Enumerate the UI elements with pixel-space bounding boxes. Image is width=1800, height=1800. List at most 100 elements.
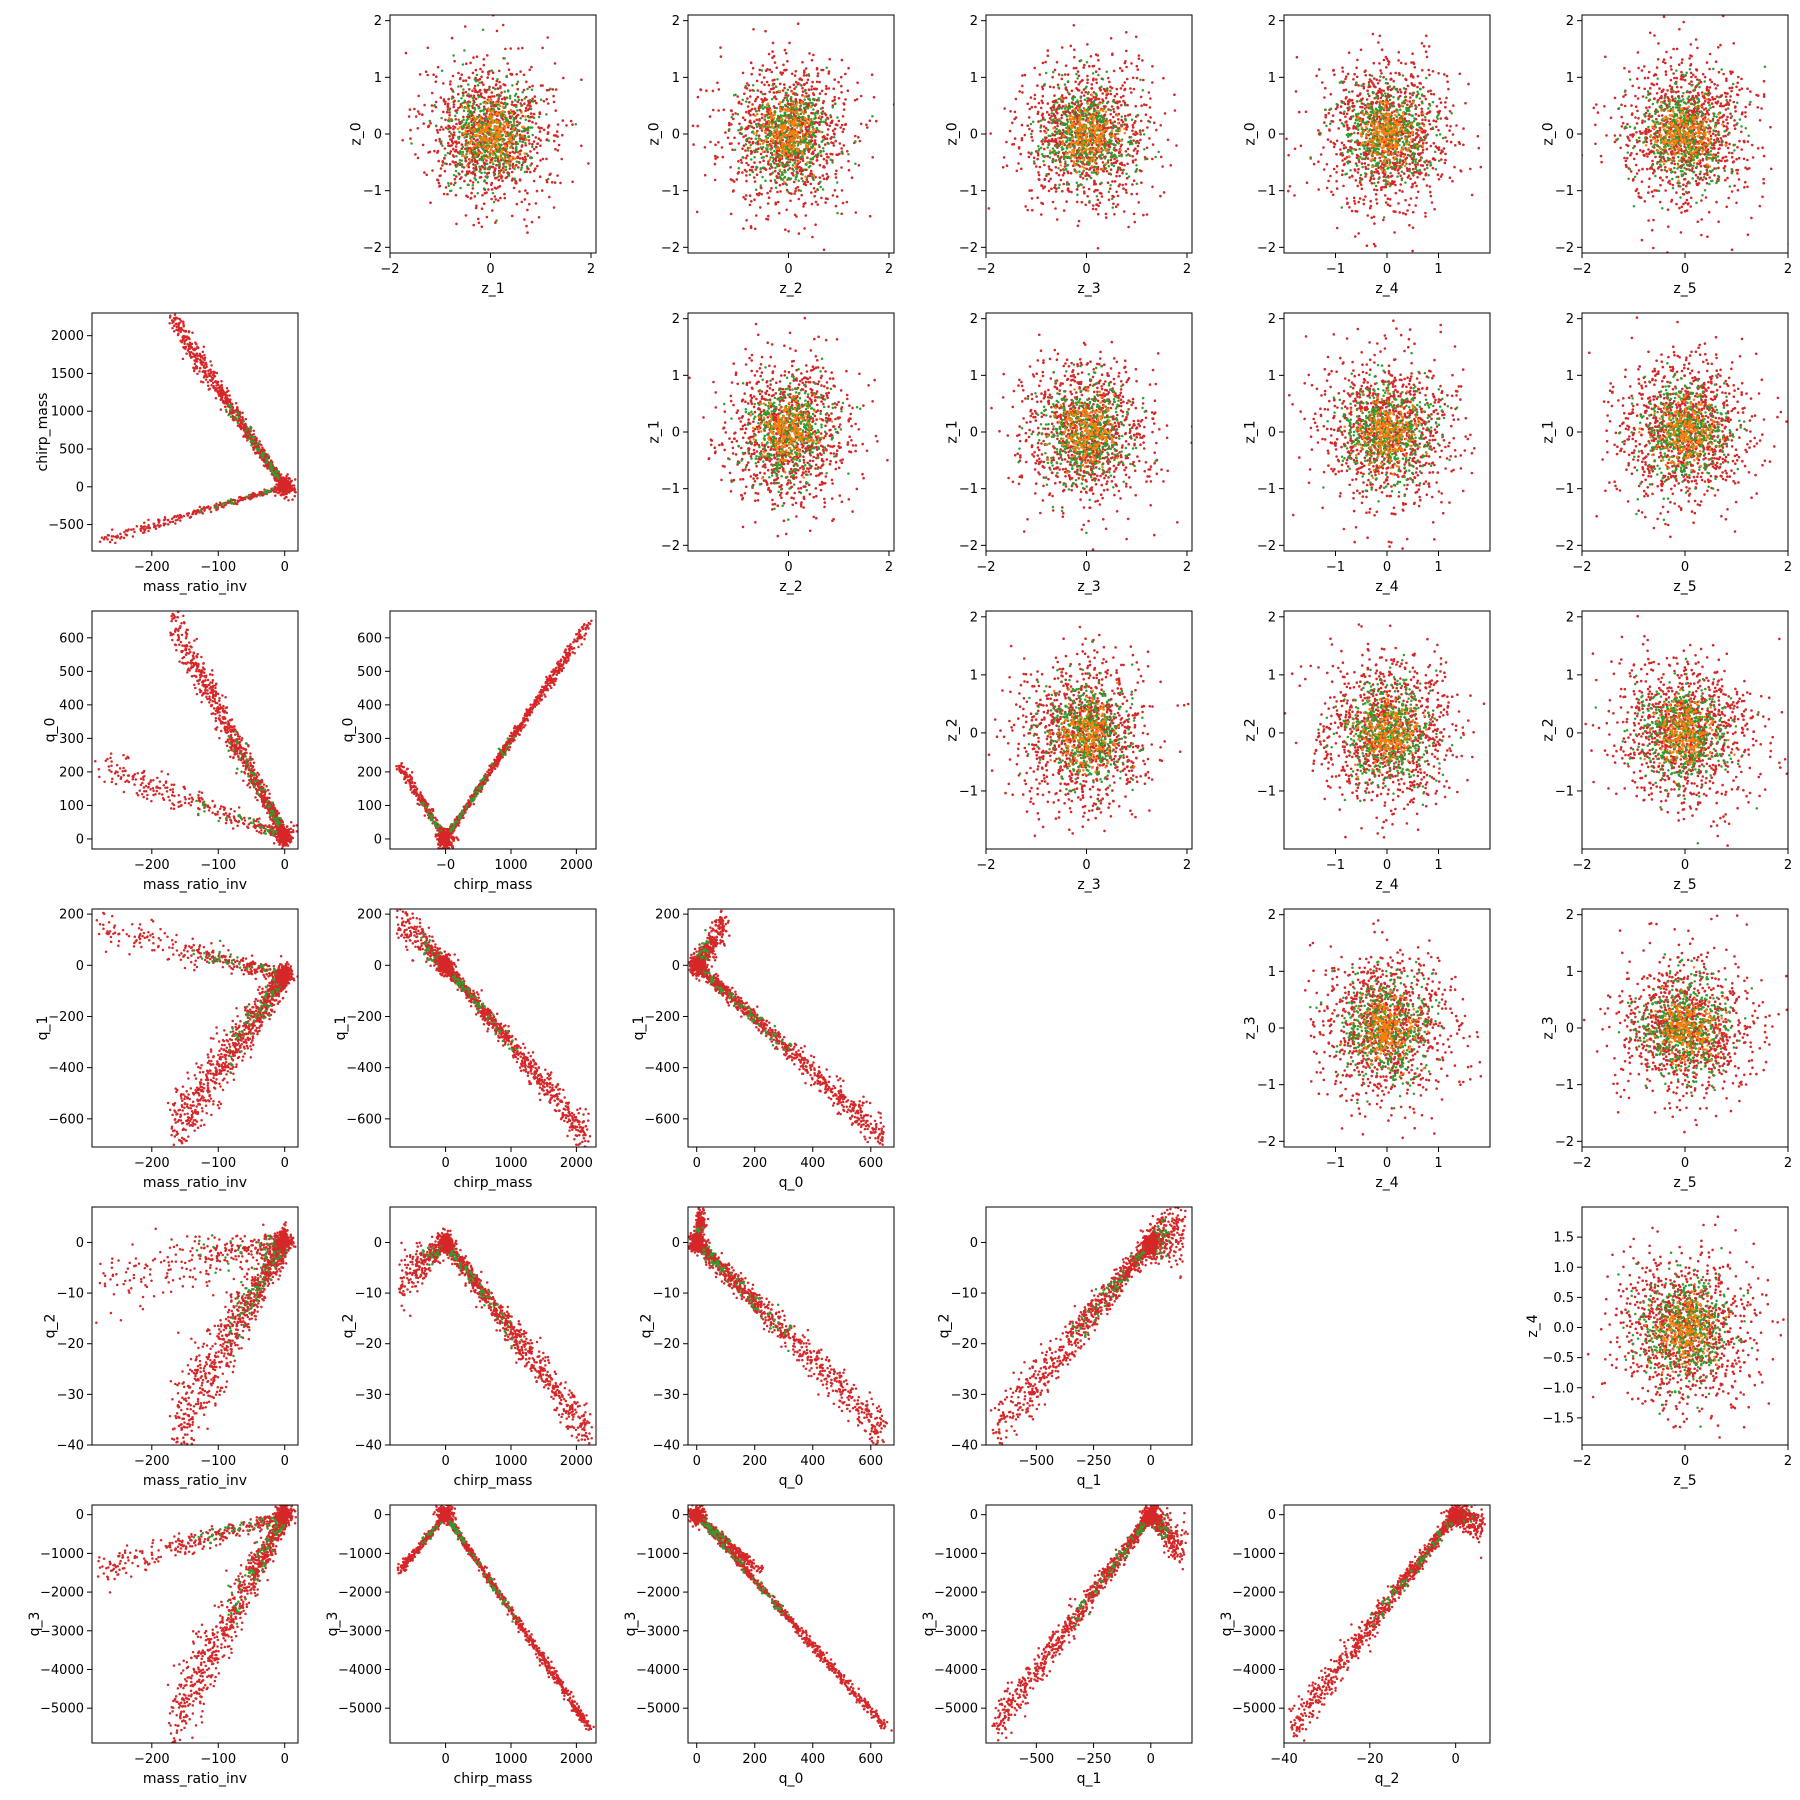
scatter-point: [798, 156, 802, 159]
scatter-point: [462, 109, 466, 113]
scatter-point: [1116, 203, 1120, 206]
scatter-point: [1098, 102, 1101, 106]
scatter-point: [524, 118, 528, 122]
scatter-point: [1094, 182, 1097, 186]
scatter-point: [1116, 100, 1119, 103]
scatter-point: [1041, 118, 1045, 121]
scatter-point: [745, 219, 748, 222]
scatter-point: [717, 109, 720, 112]
scatter-point: [692, 143, 695, 146]
scatter-point: [1066, 155, 1070, 159]
scatter-point: [446, 102, 450, 106]
scatter-point: [814, 114, 817, 117]
scatter-point: [462, 88, 465, 91]
scatter-point: [454, 145, 458, 148]
scatter-point: [528, 68, 531, 72]
scatter-point: [767, 52, 771, 56]
scatter-point: [1033, 93, 1037, 97]
scatter-point: [802, 112, 806, 115]
scatter-point: [477, 95, 481, 99]
scatter-point: [1159, 124, 1162, 127]
scatter-point: [784, 121, 788, 125]
scatter-point: [501, 105, 505, 109]
scatter-point: [806, 156, 809, 159]
scatter-point: [868, 119, 872, 122]
scatter-point: [521, 134, 524, 137]
scatter-point: [1051, 132, 1054, 135]
scatter-point: [1162, 191, 1166, 194]
scatter-point: [448, 113, 451, 117]
scatter-point: [779, 190, 782, 193]
scatter-point: [767, 160, 770, 163]
scatter-point: [721, 155, 725, 159]
scatter-point: [463, 25, 467, 28]
scatter-point: [1020, 123, 1024, 127]
scatter-point: [474, 97, 478, 101]
scatter-point: [819, 180, 822, 184]
scatter-point: [461, 145, 465, 148]
scatter-point: [789, 158, 792, 161]
scatter-point: [801, 173, 804, 176]
scatter-point: [832, 144, 836, 147]
scatter-point: [510, 130, 514, 134]
scatter-point: [1068, 150, 1071, 153]
scatter-point: [741, 171, 744, 174]
scatter-point: [804, 183, 808, 187]
scatter-point: [1135, 192, 1139, 196]
scatter-point: [794, 187, 798, 190]
scatter-point: [508, 167, 512, 170]
scatter-point: [458, 77, 462, 81]
scatter-point: [1096, 106, 1099, 110]
scatter-point: [1087, 148, 1090, 151]
scatter-point: [781, 100, 784, 104]
scatter-point: [489, 136, 493, 140]
scatter-point: [556, 174, 559, 177]
scatter-point: [480, 136, 483, 139]
scatter-point: [812, 120, 815, 124]
scatter-point: [462, 118, 465, 121]
scatter-point: [755, 79, 759, 83]
scatter-point: [769, 147, 772, 151]
scatter-point: [1110, 151, 1113, 154]
scatter-point: [1040, 140, 1044, 143]
scatter-point: [1043, 140, 1046, 143]
scatter-point: [770, 144, 773, 148]
scatter-point: [1058, 183, 1061, 186]
scatter-point: [1175, 144, 1178, 147]
scatter-point: [814, 87, 818, 91]
scatter-point: [1050, 109, 1054, 112]
scatter-point: [1093, 190, 1096, 193]
scatter-point: [561, 133, 564, 137]
scatter-point: [523, 152, 526, 155]
scatter-point: [462, 79, 465, 82]
scatter-point: [755, 165, 758, 169]
scatter-point: [481, 70, 484, 73]
scatter-point: [525, 80, 528, 84]
scatter-point: [840, 91, 843, 94]
scatter-point: [448, 163, 452, 166]
scatter-point: [1062, 209, 1066, 212]
scatter-point: [1131, 123, 1135, 127]
scatter-point: [1123, 131, 1127, 135]
scatter-point: [526, 208, 529, 212]
scatter-point: [748, 194, 752, 197]
y-tick-label: −1: [661, 184, 680, 199]
scatter-point: [1112, 115, 1115, 119]
scatter-point: [455, 149, 458, 153]
scatter-point: [457, 141, 461, 144]
scatter-point: [1137, 201, 1140, 204]
scatter-point: [491, 160, 494, 163]
scatter-point: [1069, 138, 1072, 142]
scatter-point: [1097, 136, 1101, 139]
scatter-point: [788, 191, 791, 195]
scatter-point: [782, 114, 785, 118]
scatter-point: [801, 60, 804, 64]
scatter-point: [816, 110, 819, 113]
scatter-point: [788, 144, 791, 148]
scatter-point: [497, 178, 501, 182]
scatter-point: [1086, 195, 1089, 198]
scatter-point: [1094, 152, 1098, 156]
scatter-point: [1142, 213, 1145, 217]
scatter-point: [489, 155, 492, 159]
scatter-point: [463, 136, 466, 139]
